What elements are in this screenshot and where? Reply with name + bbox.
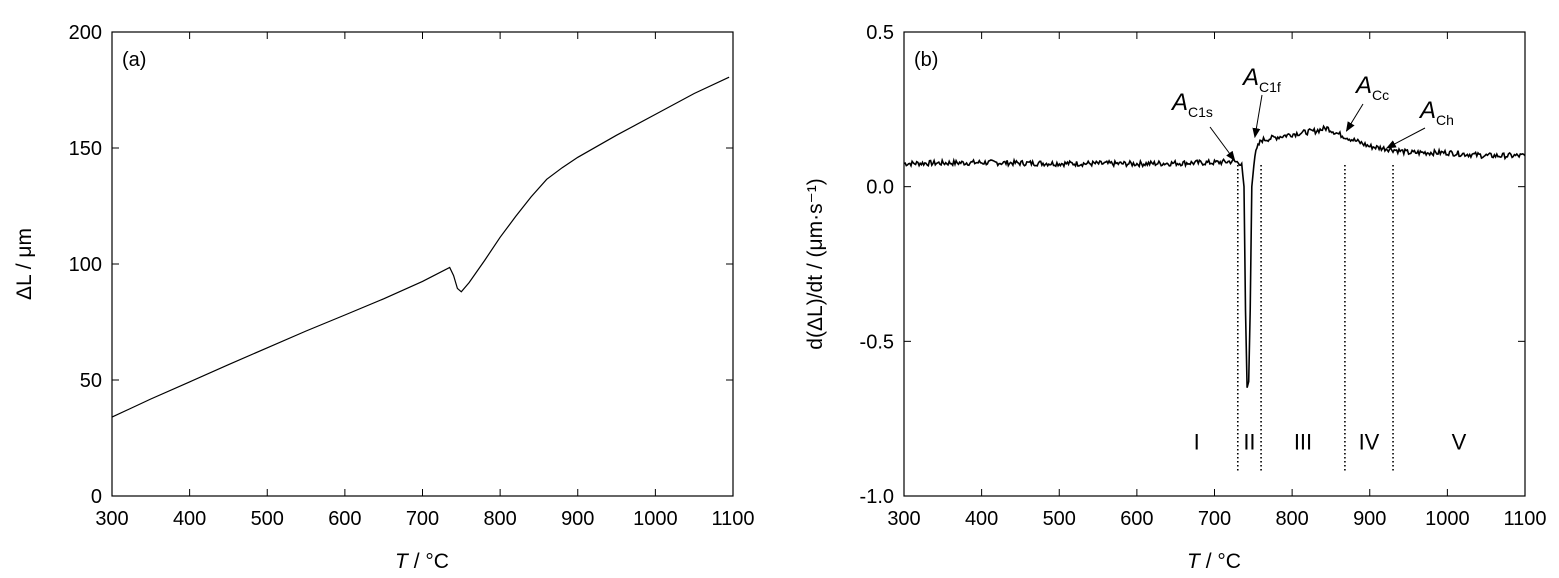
x-tick-label-b: 700 [1198,508,1231,530]
panel-label-b: (b) [914,49,938,71]
region-label: II [1243,430,1255,455]
region-label: IV [1359,430,1380,455]
x-tick-label-a: 1000 [633,508,678,530]
y-tick-label-a: 0 [91,486,102,508]
x-tick-label-b: 500 [1043,508,1076,530]
region-label: I [1194,430,1200,455]
region-labels: I II III IV V [1194,430,1467,455]
y-axis-b: -1.0 -0.5 0.0 0.5 [860,22,1525,508]
panel-label-a: (a) [122,49,146,71]
y-axis-a: 0 50 100 150 200 [69,22,733,508]
y-tick-label-b: 0.0 [866,177,894,199]
plot-frame-a [111,31,734,497]
transition-lines [1236,165,1394,472]
y-tick-label-a: 200 [69,22,102,44]
x-tick-label-b: 600 [1120,508,1153,530]
y-tick-label-b: 0.5 [866,22,894,44]
x-axis-label-b: T / °C [1187,550,1241,573]
series-line-b [903,124,1526,388]
x-tick-label-a: 500 [251,508,284,530]
x-tick-label-a: 400 [173,508,206,530]
x-tick-label-a: 1100 [711,508,754,530]
annotation-arrow [1252,94,1263,139]
region-label: V [1452,430,1467,455]
chart-panel-a: 300 400 500 600 700 800 900 1000 1100 0 50 100 150 2… [13,22,755,573]
annotation-label: ACc [1354,72,1389,103]
x-axis-b: 300 400 500 600 700 800 900 1000 1100 [887,32,1547,530]
y-tick-label-a: 150 [69,138,102,160]
annotations: AC1s AC1f ACc ACh [1170,64,1454,162]
y-tick-label-a: 100 [69,254,102,276]
annotation-label: AC1f [1241,64,1281,95]
x-tick-label-b: 900 [1353,508,1386,530]
x-tick-label-b: 400 [965,508,998,530]
annotation-arrow [1209,126,1236,162]
x-tick-label-a: 700 [406,508,439,530]
y-tick-label-b: -1.0 [860,486,894,508]
x-tick-label-a: 600 [328,508,361,530]
x-tick-label-b: 300 [887,508,920,530]
annotation-label: AC1s [1170,89,1213,120]
x-tick-label-a: 900 [561,508,594,530]
x-tick-label-a: 300 [95,508,128,530]
y-axis-label-b: d(ΔL)/dt / (μm·s⁻¹) [804,178,827,349]
y-tick-label-a: 50 [80,370,102,392]
x-tick-label-b: 1100 [1503,508,1546,530]
annotation-label: ACh [1418,97,1454,128]
region-label: III [1294,430,1312,455]
annotation-arrow [1385,127,1426,149]
x-tick-label-b: 800 [1275,508,1308,530]
chart-panel-b: 300 400 500 600 700 800 900 1000 1100 -1.0 -0.5 0.… [804,22,1547,573]
x-tick-label-b: 1000 [1425,508,1470,530]
x-tick-label-a: 800 [483,508,516,530]
x-axis-label-a: T / °C [395,550,449,573]
y-tick-label-b: -0.5 [860,331,894,353]
x-axis-a: 300 400 500 600 700 800 900 1000 1100 [95,32,755,530]
annotation-arrow [1345,103,1364,132]
y-axis-label-a: ΔL / μm [13,228,36,300]
series-line-a [111,76,730,418]
